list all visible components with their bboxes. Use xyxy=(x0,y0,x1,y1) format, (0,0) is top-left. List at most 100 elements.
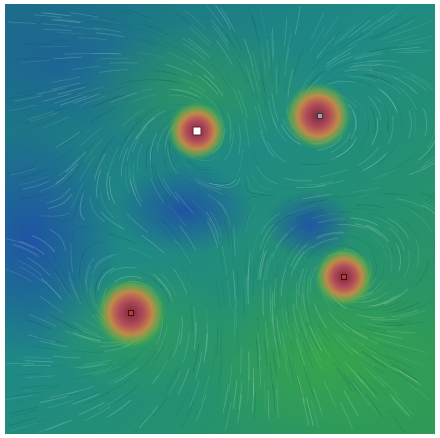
streamline xyxy=(422,155,435,166)
streamline xyxy=(11,21,40,24)
streamline xyxy=(260,213,280,235)
streamline xyxy=(296,184,326,189)
streamline xyxy=(192,59,215,79)
vortex-marker[interactable] xyxy=(317,113,323,119)
streamline xyxy=(352,348,375,367)
streamline xyxy=(78,95,106,107)
streamline xyxy=(68,270,79,298)
streamline xyxy=(233,226,236,256)
streamline xyxy=(68,90,97,101)
streamline xyxy=(106,172,110,201)
streamline xyxy=(311,212,341,219)
streamline xyxy=(375,96,388,122)
streamline xyxy=(150,177,165,203)
streamline xyxy=(57,86,86,95)
streamline xyxy=(382,320,412,324)
streamline xyxy=(53,56,83,60)
streamline xyxy=(78,191,84,220)
streamline xyxy=(271,55,273,85)
streamline xyxy=(160,193,179,217)
blue-region xyxy=(115,165,255,255)
streamline xyxy=(158,349,173,376)
streamline xyxy=(57,84,86,92)
streamline xyxy=(399,345,428,353)
streamline xyxy=(316,36,336,59)
streamline xyxy=(376,78,402,95)
streamline xyxy=(378,4,402,23)
streamline xyxy=(21,417,50,428)
streamline xyxy=(311,238,339,249)
streamline xyxy=(369,27,397,40)
streamline xyxy=(377,87,397,110)
streamline xyxy=(66,374,95,381)
streamline xyxy=(42,49,71,51)
streamline xyxy=(396,369,422,386)
streamline xyxy=(309,265,318,294)
streamline xyxy=(352,338,378,355)
streamline xyxy=(406,299,433,313)
streamline xyxy=(9,104,38,112)
streamline xyxy=(395,321,424,326)
streamline xyxy=(95,272,103,300)
streamline xyxy=(217,357,223,386)
streamline xyxy=(133,161,138,190)
selected-marker[interactable] xyxy=(192,126,202,136)
streamline xyxy=(263,337,268,367)
streamline xyxy=(179,173,203,193)
streamline xyxy=(207,193,227,216)
streamline xyxy=(336,367,353,392)
streamline xyxy=(182,333,190,363)
streamline xyxy=(227,112,232,142)
streamline xyxy=(150,150,156,180)
streamline xyxy=(293,47,304,76)
streamline xyxy=(33,14,63,18)
streamline xyxy=(387,45,417,51)
streamline xyxy=(347,19,371,39)
streamline xyxy=(156,278,174,303)
streamline xyxy=(275,330,281,360)
streamline xyxy=(311,12,324,40)
streamline xyxy=(165,362,180,389)
streamline xyxy=(312,387,323,415)
streamline xyxy=(6,116,35,124)
streamline xyxy=(385,354,412,369)
streamline xyxy=(12,57,42,60)
streamline xyxy=(25,360,54,363)
streamline xyxy=(181,37,206,56)
streamline xyxy=(262,258,269,287)
streamline xyxy=(290,195,319,201)
streamline xyxy=(11,244,38,257)
streamline xyxy=(145,143,150,173)
streamline xyxy=(302,294,310,323)
streamline xyxy=(388,226,405,251)
streamline xyxy=(370,318,400,321)
streamline xyxy=(190,23,212,45)
streamline xyxy=(139,272,164,290)
streamline xyxy=(75,363,104,368)
streamline xyxy=(304,299,314,327)
streamline xyxy=(210,197,228,222)
streamline xyxy=(407,72,433,87)
streamline xyxy=(84,20,113,26)
streamline xyxy=(172,154,190,178)
streamline xyxy=(327,314,349,336)
streamline xyxy=(205,4,224,28)
streamline xyxy=(137,27,165,38)
streamline xyxy=(281,187,311,190)
vortex-marker[interactable] xyxy=(341,274,347,280)
streamline xyxy=(381,5,406,23)
streamline xyxy=(250,73,259,102)
streamline xyxy=(254,391,257,420)
streamline xyxy=(123,118,144,141)
streamline xyxy=(203,74,224,97)
streamline xyxy=(172,329,181,358)
vortex-marker[interactable] xyxy=(128,310,134,316)
streamline xyxy=(399,355,426,368)
streamline xyxy=(153,280,171,304)
streamline xyxy=(184,9,207,30)
streamline xyxy=(306,267,314,296)
streamline xyxy=(36,266,58,288)
streamline xyxy=(330,132,351,153)
streamline xyxy=(217,170,240,185)
